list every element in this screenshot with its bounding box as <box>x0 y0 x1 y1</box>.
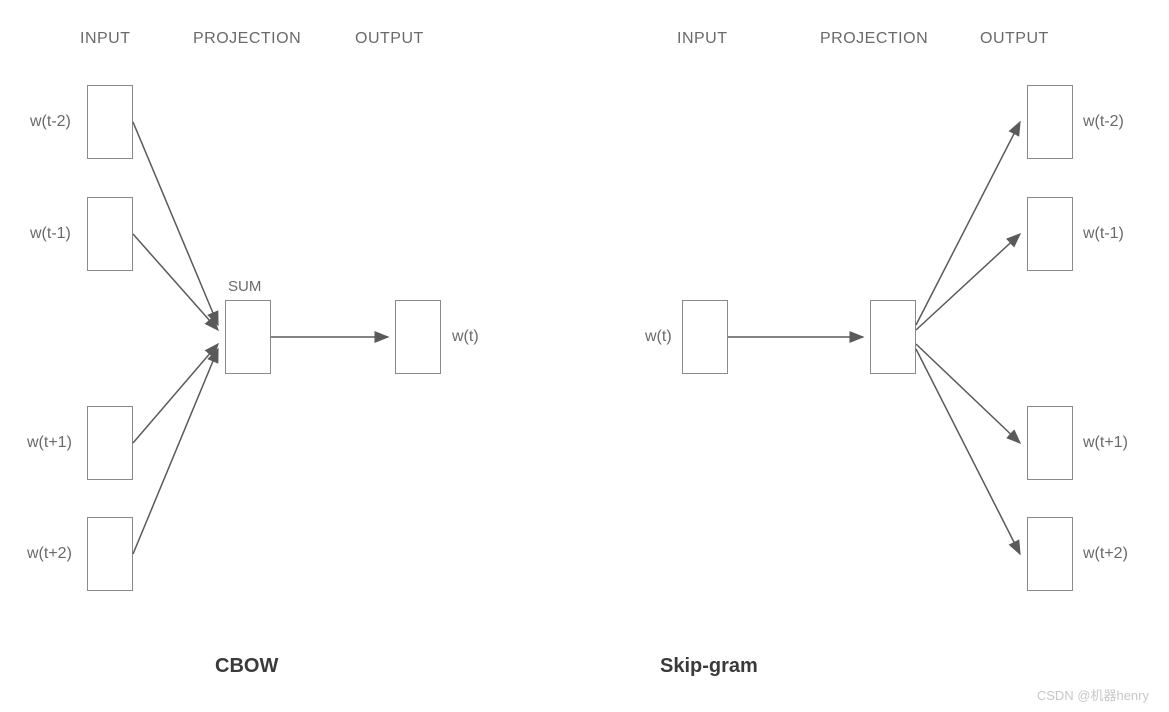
skipgram-output-label-1: w(t-1) <box>1083 225 1124 243</box>
cbow-sum-label: SUM <box>228 278 261 295</box>
skipgram-output-box-0 <box>1027 85 1073 159</box>
skipgram-input-box <box>682 300 728 374</box>
cbow-output-label: w(t) <box>452 328 479 346</box>
cbow-input-box-1 <box>87 197 133 271</box>
skipgram-output-box-3 <box>1027 517 1073 591</box>
watermark: CSDN @机器henry <box>1037 685 1149 704</box>
cbow-output-box <box>395 300 441 374</box>
skipgram-input-label: w(t) <box>645 328 672 346</box>
skipgram-output-box-2 <box>1027 406 1073 480</box>
cbow-header-input: INPUT <box>80 30 131 48</box>
skipgram-output-label-0: w(t-2) <box>1083 113 1124 131</box>
skipgram-header-input: INPUT <box>677 30 728 48</box>
skipgram-header-output: OUTPUT <box>980 30 1049 48</box>
skipgram-header-projection: PROJECTION <box>820 30 928 48</box>
skipgram-output-label-3: w(t+2) <box>1083 545 1128 563</box>
cbow-input-label-1: w(t-1) <box>30 225 71 243</box>
cbow-title: CBOW <box>215 655 278 678</box>
arrows-svg <box>0 0 1169 712</box>
cbow-input-label-3: w(t+2) <box>27 545 72 563</box>
cbow-input-box-0 <box>87 85 133 159</box>
skipgram-title: Skip-gram <box>660 655 758 678</box>
cbow-header-output: OUTPUT <box>355 30 424 48</box>
skipgram-output-label-2: w(t+1) <box>1083 434 1128 452</box>
cbow-input-box-2 <box>87 406 133 480</box>
cbow-input-label-0: w(t-2) <box>30 113 71 131</box>
skipgram-projection-box <box>870 300 916 374</box>
skipgram-output-box-1 <box>1027 197 1073 271</box>
cbow-input-label-2: w(t+1) <box>27 434 72 452</box>
cbow-projection-box <box>225 300 271 374</box>
cbow-input-box-3 <box>87 517 133 591</box>
cbow-header-projection: PROJECTION <box>193 30 301 48</box>
